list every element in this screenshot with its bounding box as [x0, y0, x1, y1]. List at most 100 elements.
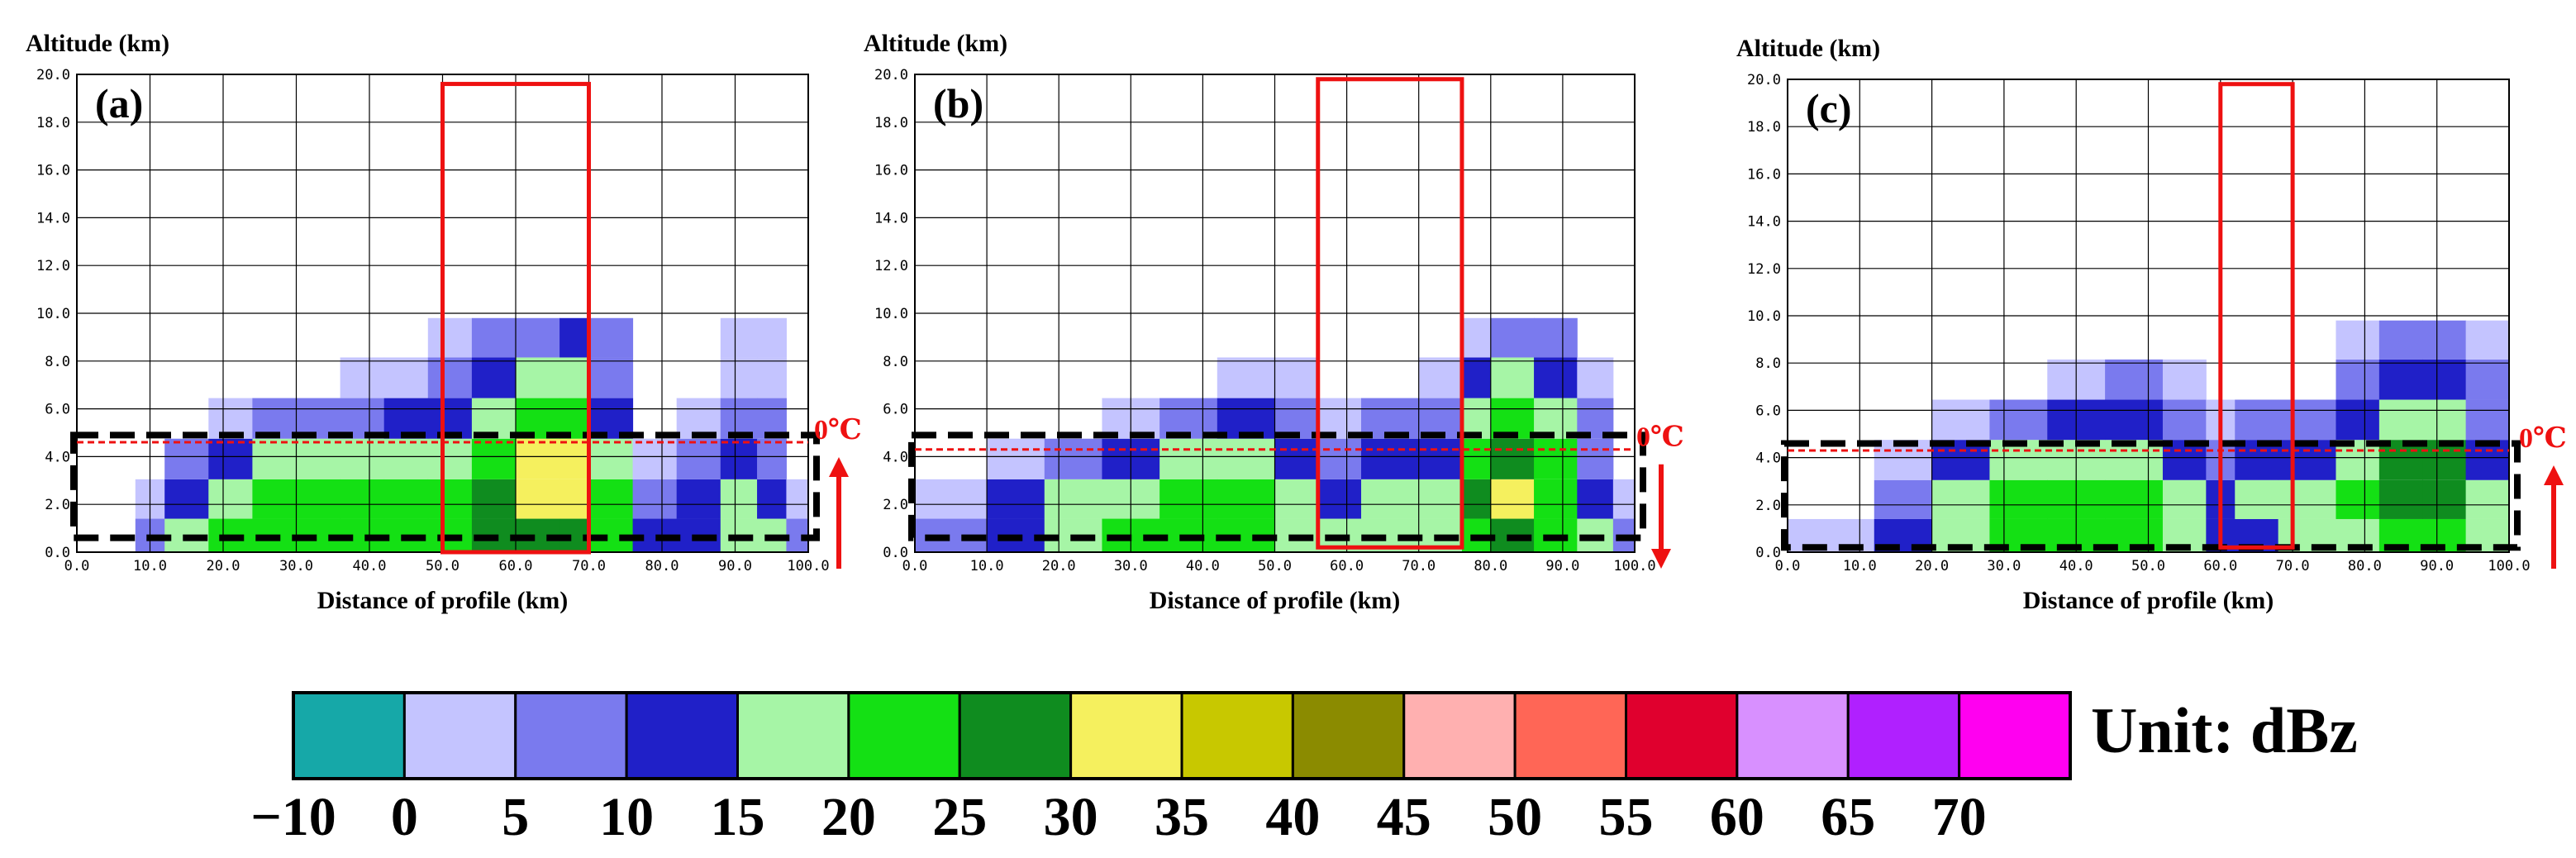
reflectivity-cell [786, 479, 809, 519]
colorbar-swatch [1291, 691, 1406, 780]
colorbar-tick-label: 50 [1488, 787, 1542, 847]
reflectivity-cell [1217, 438, 1275, 479]
colorbar-tick-label: 30 [1044, 787, 1098, 847]
red-box [1316, 77, 1464, 550]
reflectivity-cell [471, 479, 517, 519]
reflectivity-cell [1490, 357, 1535, 398]
reflectivity-cell [757, 357, 787, 398]
reflectivity-cell [1274, 438, 1319, 479]
reflectivity-cell [427, 438, 473, 479]
colorbar-tick-label: 0 [391, 787, 418, 847]
plot-frame [1787, 79, 2510, 553]
y-tick-label: 6.0 [883, 402, 908, 418]
colorbar-swatch [402, 691, 517, 780]
x-tick-label: 60.0 [499, 558, 533, 574]
x-tick-label: 0.0 [902, 558, 928, 574]
x-axis-label: Distance of profile (km) [1150, 587, 1401, 614]
reflectivity-cell [2162, 479, 2207, 519]
reflectivity-cell [1874, 479, 1933, 519]
reflectivity-cell [2162, 399, 2207, 441]
colorbar-tick-label: 20 [821, 787, 876, 847]
reflectivity-cell [559, 317, 589, 358]
reflectivity-cell [1361, 479, 1420, 519]
reflectivity-cell [2422, 479, 2467, 519]
reflectivity-cell [1217, 479, 1275, 519]
y-tick-label: 8.0 [883, 354, 908, 370]
reflectivity-cell [2105, 479, 2164, 519]
reflectivity-cell [2105, 359, 2164, 400]
y-tick-label: 4.0 [1755, 450, 1781, 467]
freezing-level-label: 0℃ [2519, 423, 2567, 454]
reflectivity-cell [1577, 357, 1614, 398]
black-dashed-box [1781, 440, 2521, 551]
panel-label: (b) [933, 80, 983, 126]
x-tick-label: 10.0 [1843, 558, 1877, 574]
y-tick-label: 14.0 [874, 210, 908, 226]
colorbar-swatch [625, 691, 739, 780]
colorbar-swatch [958, 691, 1073, 780]
reflectivity-cell [383, 438, 429, 479]
reflectivity-cell [757, 317, 787, 358]
panels: 0.0 10.0 20.0 30.0 40.0 50.0 60.0 70.0 80.0 90.0 1… [26, 30, 2567, 614]
colorbar-tick-label: −10 [250, 787, 336, 847]
x-tick-label: 60.0 [1330, 558, 1364, 574]
reflectivity-cell [1989, 479, 2048, 519]
reflectivity-cell [296, 438, 341, 479]
x-tick-label: 0.0 [64, 558, 90, 574]
reflectivity-cell [2465, 320, 2510, 360]
reflectivity-cell [427, 357, 473, 398]
colorbar-tick-label: 40 [1265, 787, 1320, 847]
reflectivity-cell [720, 479, 758, 519]
reflectivity-cell [720, 317, 758, 358]
x-tick-label: 90.0 [718, 558, 752, 574]
reflectivity-cell [757, 438, 787, 479]
y-tick-label: 8.0 [1755, 355, 1781, 372]
y-tick-label: 6.0 [45, 402, 70, 418]
reflectivity-cell [340, 479, 385, 519]
x-tick-label: 80.0 [1474, 558, 1507, 574]
panel-label: (a) [95, 80, 143, 126]
y-tick-label: 4.0 [883, 449, 908, 465]
y-tick-label: 2.0 [883, 497, 908, 513]
reflectivity-cell [340, 438, 385, 479]
reflectivity-cell [340, 357, 385, 398]
y-tick-label: 20.0 [36, 67, 70, 83]
reflectivity-cell [427, 479, 473, 519]
y-axis-label: Altitude (km) [26, 30, 169, 57]
x-tick-label: 50.0 [1258, 558, 1292, 574]
panel-label: (c) [1806, 85, 1852, 131]
x-tick-label: 50.0 [2131, 558, 2165, 574]
black-dashed-box [70, 431, 820, 541]
reflectivity-cell [1274, 479, 1319, 519]
colorbar-tick-label: 5 [502, 787, 529, 847]
panel-a: 0.0 10.0 20.0 30.0 40.0 50.0 60.0 70.0 80.0 90.0 1… [26, 30, 862, 614]
reflectivity-cell [2465, 399, 2510, 441]
reflectivity-cell [471, 357, 517, 398]
reflectivity-cell [2465, 479, 2510, 519]
colorbar-swatch [1958, 691, 2072, 780]
reflectivity-cell [676, 479, 721, 519]
reflectivity-cell [427, 317, 473, 358]
colorbar: −10 0 5 10 15 20 25 30 35 40 45 50 55 60 65 70 [250, 691, 2072, 847]
y-tick-label: 12.0 [874, 258, 908, 274]
x-tick-label: 80.0 [645, 558, 679, 574]
reflectivity-cell [2378, 479, 2423, 519]
reflectivity-cell [676, 438, 721, 479]
reflectivity-cell [471, 438, 517, 479]
reflectivity-cell [1989, 399, 2048, 441]
reflectivity-cell [1274, 357, 1319, 398]
reflectivity-cell [1217, 357, 1275, 398]
reflectivity-cell [1534, 438, 1578, 479]
y-tick-label: 14.0 [36, 210, 70, 226]
reflectivity-cell [164, 438, 209, 479]
x-tick-label: 10.0 [970, 558, 1004, 574]
reflectivity-cell [383, 357, 429, 398]
reflectivity-cell [2336, 479, 2380, 519]
reflectivity-cell [2336, 359, 2380, 400]
colorbar-swatch [1736, 691, 1850, 780]
reflectivity-cell [2336, 320, 2380, 360]
x-tick-label: 40.0 [1186, 558, 1220, 574]
reflectivity-cell [1044, 438, 1102, 479]
reflectivity-cell [559, 357, 589, 398]
arrow-head [829, 457, 849, 478]
